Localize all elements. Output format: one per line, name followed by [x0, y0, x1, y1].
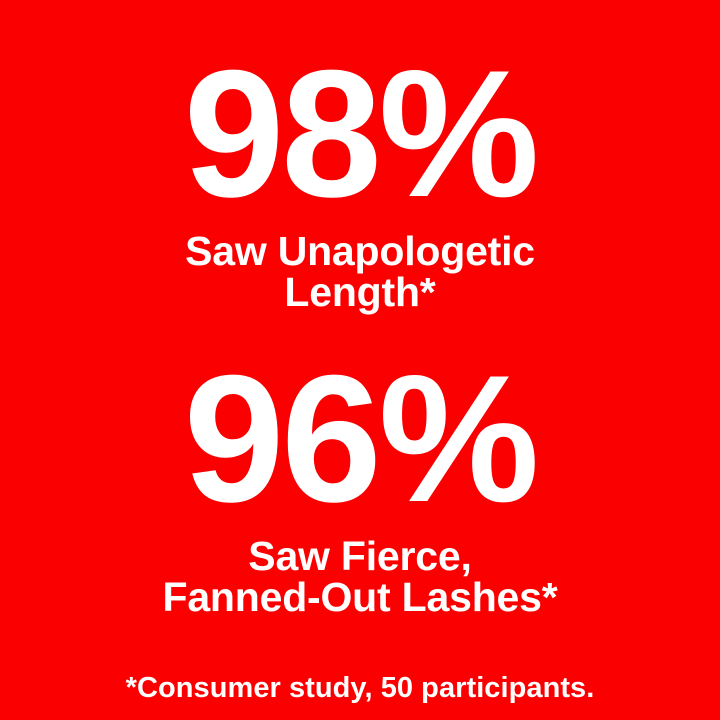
stat-block-lashes: 96% Saw Fierce, Fanned-Out Lashes* — [163, 349, 558, 618]
caption-line: Fanned-Out Lashes* — [162, 574, 558, 620]
caption-line: Saw Unapologetic — [185, 228, 535, 274]
stat-value-length: 98% — [183, 33, 540, 235]
caption-line: Length* — [284, 269, 436, 315]
stat-block-length: 98% Saw Unapologetic Length* — [183, 33, 540, 313]
stat-value-lashes: 96% — [183, 338, 540, 540]
stat-caption-length: Saw Unapologetic Length* — [185, 231, 535, 313]
footnote-text: *Consumer study, 50 participants. — [125, 672, 595, 704]
stat-caption-lashes: Saw Fierce, Fanned-Out Lashes* — [163, 536, 558, 618]
caption-line: Saw Fierce, — [248, 533, 472, 579]
